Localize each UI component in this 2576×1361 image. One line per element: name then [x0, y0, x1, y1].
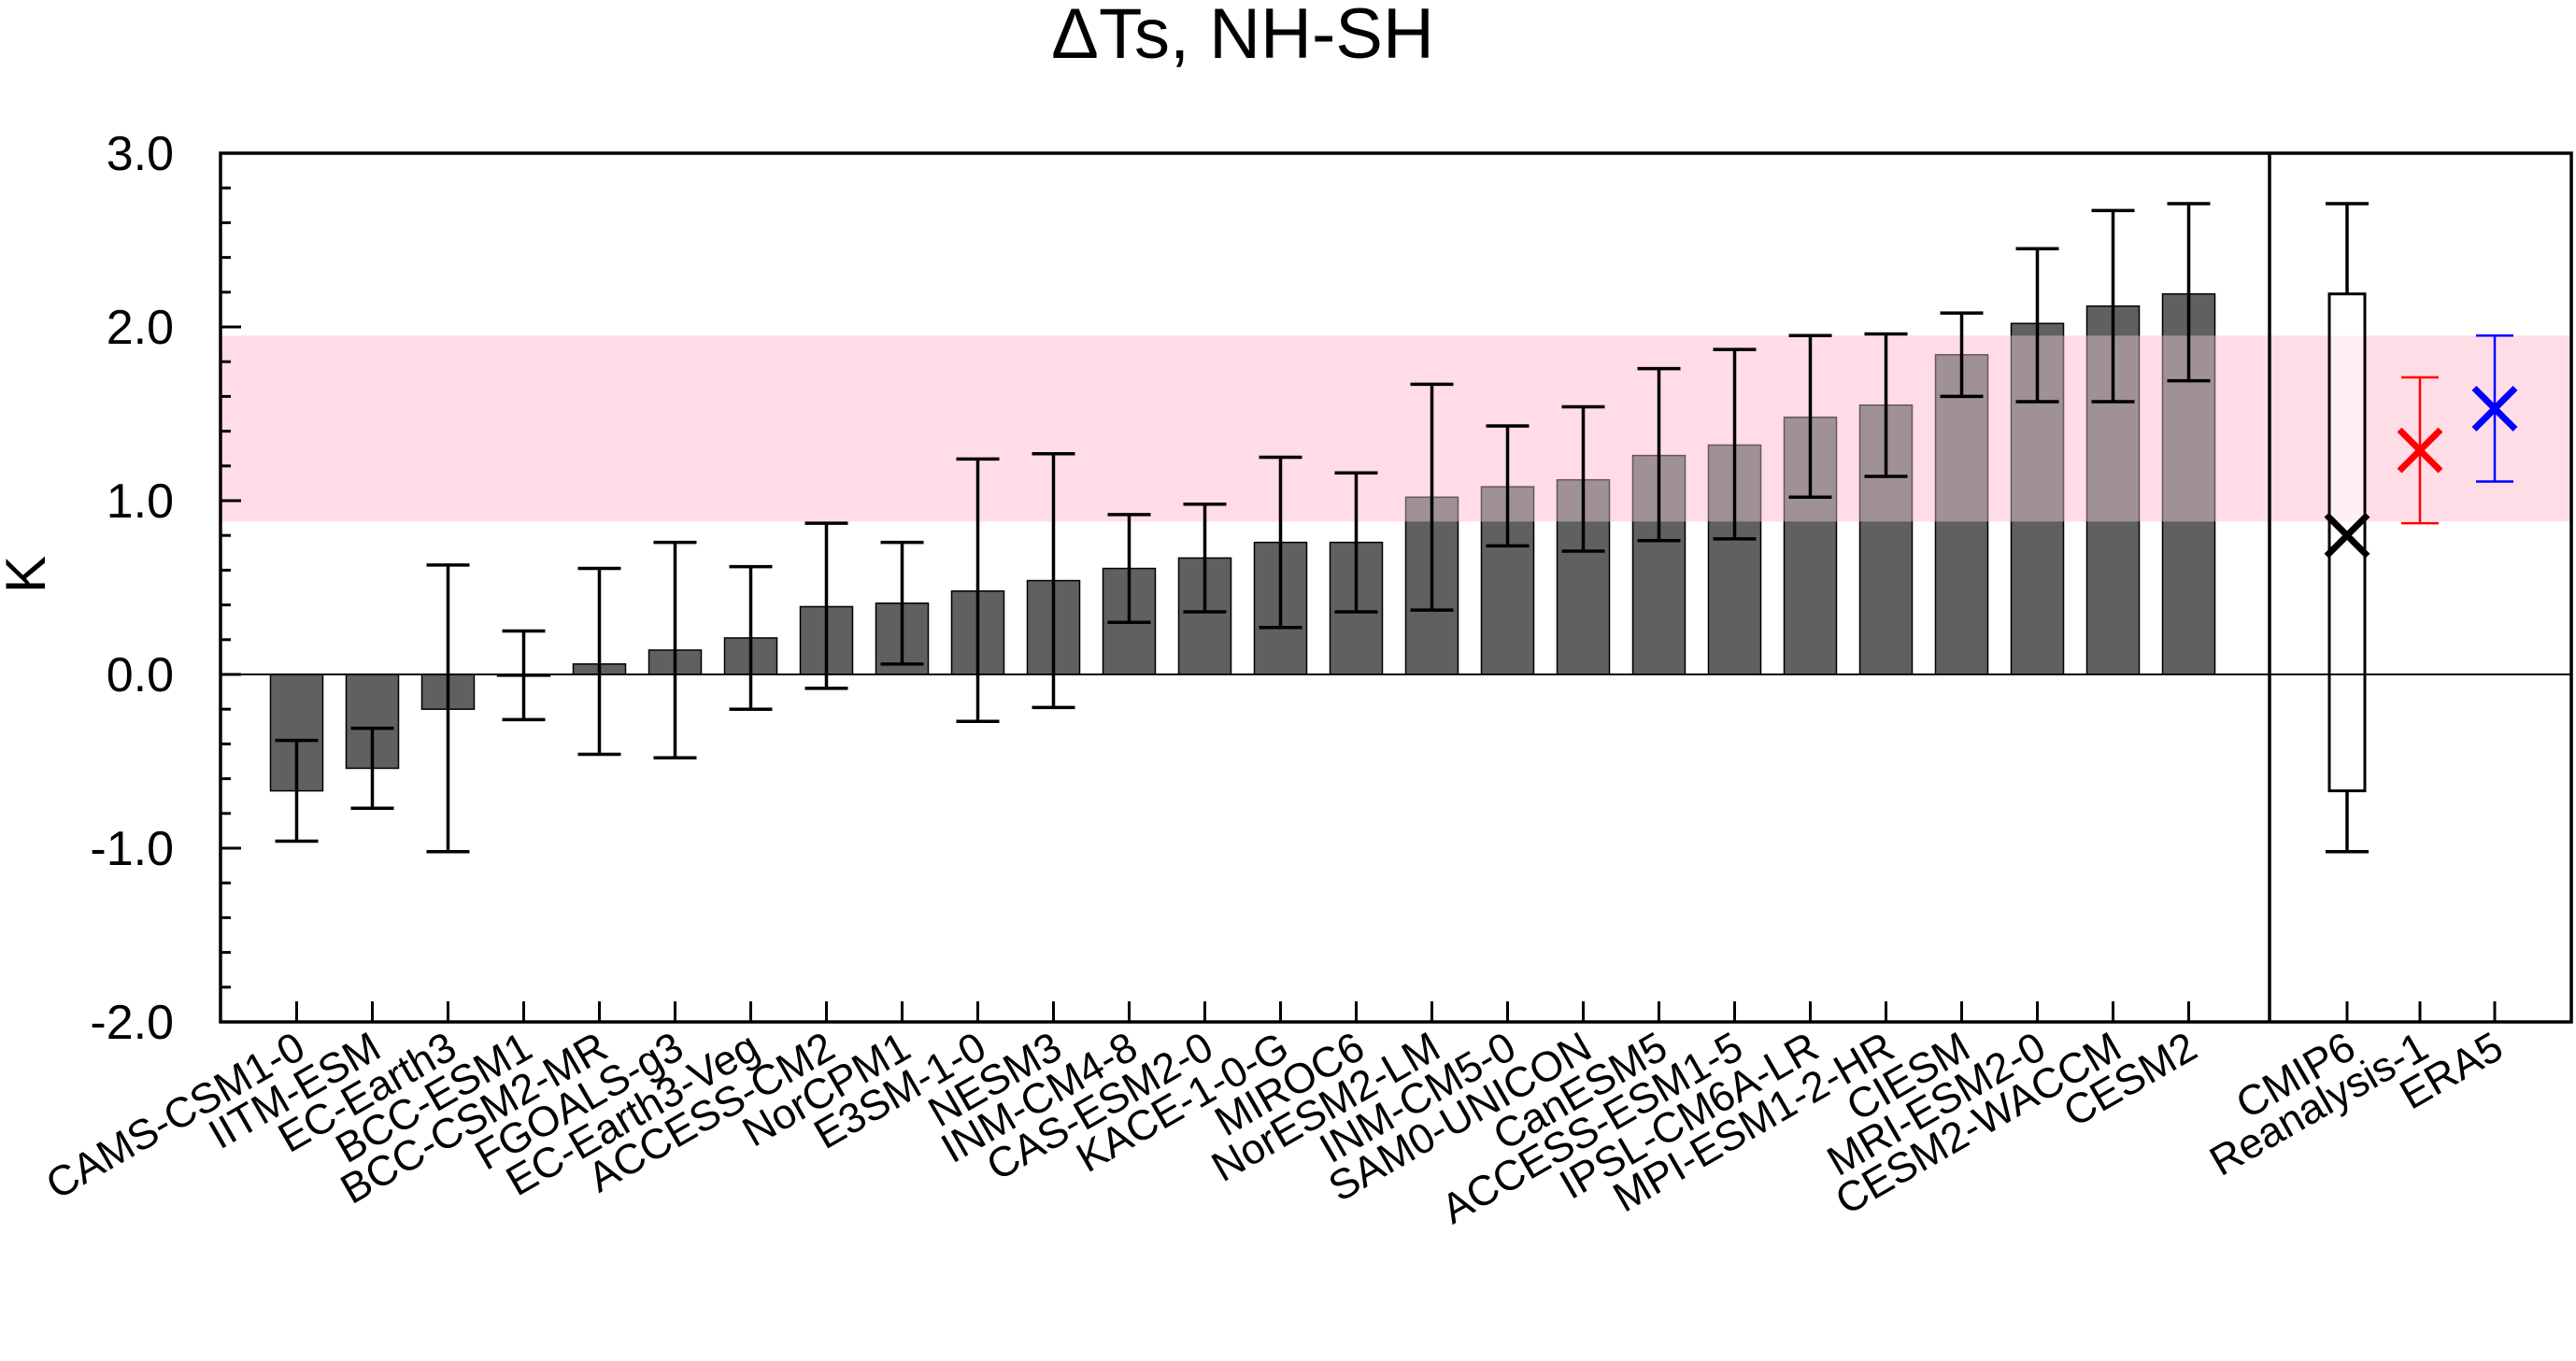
error-bar-CAS-ESM2-0	[1183, 502, 1227, 614]
plot-frame	[219, 151, 2573, 1024]
error-bar-ACCESS-ESM1-5	[1713, 347, 1757, 541]
error-bar-ACCESS-CM2	[804, 521, 848, 690]
error-bar-CESM2-WACCM	[2091, 208, 2135, 404]
cmip6-mean-marker-stroke-b	[2324, 512, 2370, 559]
error-bar-MPI-ESM1-2-HR	[1864, 332, 1908, 478]
error-bar-NorCPM1	[880, 540, 924, 666]
error-bar-IITM-ESM	[350, 726, 394, 810]
error-bar-IPSL-CM6A-LR	[1788, 333, 1832, 500]
error-bar-CESM2	[2167, 202, 2211, 383]
era5-marker	[2471, 385, 2518, 432]
y-tick-label: 2.0	[107, 301, 174, 355]
y-tick-label: -1.0	[90, 822, 174, 876]
reanalysis1-marker	[2397, 427, 2443, 474]
error-bar-CanESM5	[1637, 366, 1681, 543]
summary-layer	[2324, 202, 2518, 854]
reference-band-overlay	[221, 335, 2270, 522]
y-tick-label: -2.0	[90, 996, 174, 1050]
error-bar-KACE-1-0-G	[1259, 455, 1302, 630]
y-tick-label: 1.0	[107, 475, 174, 529]
error-bar-NorESM2-LM	[1410, 382, 1454, 612]
error-bar-INM-CM4-8	[1107, 513, 1151, 624]
labels-layer: 3.02.01.00.0-1.0-2.0CAMS-CSM1-0IITM-ESME…	[37, 127, 2511, 1233]
error-bar-INM-CM5-0	[1486, 424, 1530, 548]
error-bar-E3SM-1-0	[956, 457, 1000, 723]
cmip6-box	[2327, 292, 2367, 793]
error-bar-NESM3	[1032, 452, 1075, 710]
error-bars-layer	[275, 202, 2211, 854]
chart-title: ΔTs, NH-SH	[1051, 0, 1434, 74]
band-overlay-layer	[221, 335, 2270, 522]
era5-marker-stroke-b	[2471, 385, 2518, 432]
y-axis-title: K	[0, 556, 57, 593]
error-bar-SAM0-UNICON	[1561, 404, 1605, 553]
bar-IPSL-CM6A-LR	[1783, 416, 1838, 675]
error-bar-CAMS-CSM1-0	[275, 738, 319, 844]
error-bar-FGOALS-g3	[653, 540, 697, 760]
error-bar-CIESM	[1940, 311, 1984, 399]
error-bar-EC-Earth3-Veg	[729, 564, 773, 711]
reanalysis1-marker-stroke-b	[2397, 427, 2443, 474]
axes-layer	[219, 151, 2573, 1024]
bar-CIESM	[1934, 354, 1989, 675]
error-bar-MIROC6	[1334, 471, 1378, 614]
cmip6-whiskers	[2326, 202, 2369, 854]
y-tick-label: 0.0	[107, 648, 174, 702]
error-bar-BCC-CSM2-MR	[577, 566, 621, 757]
cmip6-mean-marker	[2324, 512, 2370, 559]
error-bar-MRI-ESM2-0	[2015, 247, 2059, 404]
y-tick-label: 3.0	[107, 127, 174, 181]
error-bar-EC-Earth3	[426, 563, 470, 854]
